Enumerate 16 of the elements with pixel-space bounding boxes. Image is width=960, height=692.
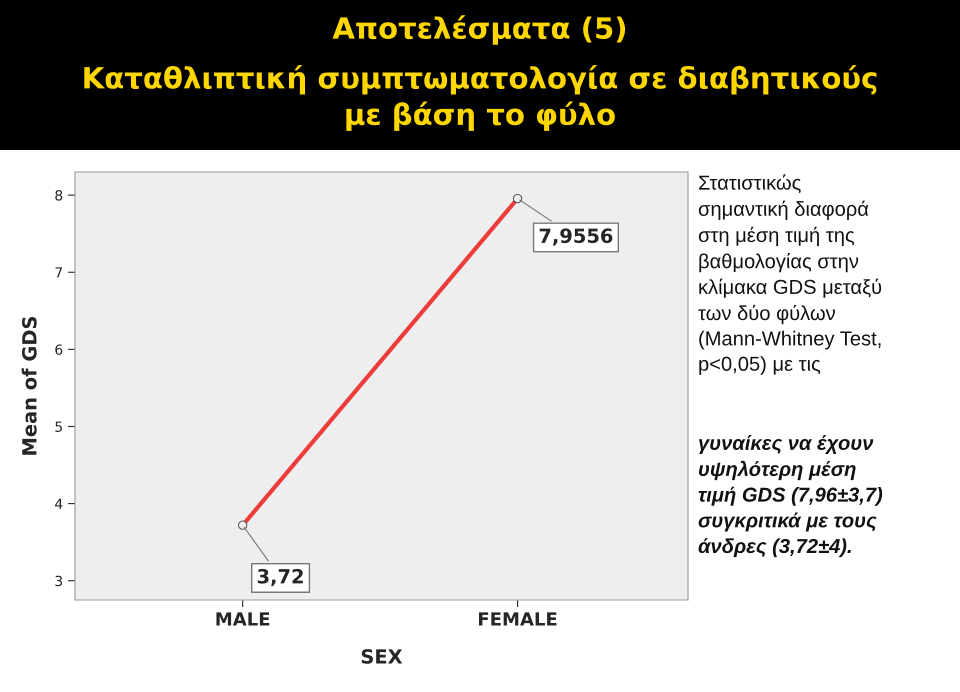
x-tick-label: MALE [216, 612, 270, 626]
text: γυναίκες να έχουν υψηλότερη μέση τιμή GDS (7,96±3,7) συγκριτικά με τους άνδρες (3,72±4). [698, 435, 882, 558]
x-axis-title: SEX [362, 649, 402, 664]
text: Στατιστικώς σημαντική διαφορά στη μέση τιμή της βαθμολογίας στην κλίμακα GDS μεταξύ των δύο φύλων (Mann-Whitney Test, p<0,05) με τις [698, 174, 882, 375]
chart-title: Αποτελέσματα (5) [332, 15, 626, 45]
y-tick-label: 3 [55, 576, 62, 586]
y-tick-label: 4 [55, 498, 62, 509]
y-tick-label: 8 [55, 190, 62, 201]
data-label: 7,9556 [540, 228, 612, 246]
y-axis-title: Mean of GDS [22, 316, 37, 455]
y-tick-label: 7 [55, 267, 62, 278]
y-tick-label: 5 [55, 422, 62, 432]
data-label: 3,72 [258, 568, 303, 586]
x-tick-label: FEMALE [479, 612, 556, 626]
chart-subtitle: Καταθλιπτική συμπτωματολογία σε διαβητικούς με βάση το φύλο [84, 65, 876, 131]
y-tick-label: 6 [55, 344, 62, 355]
